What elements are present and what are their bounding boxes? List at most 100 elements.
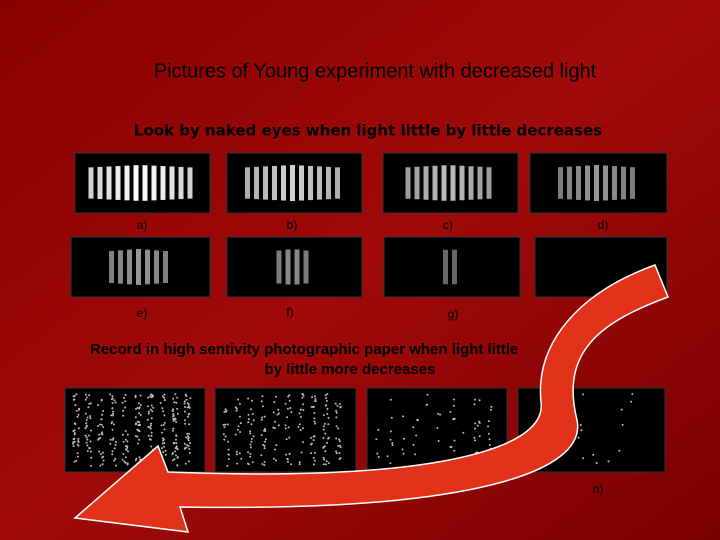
photon [264, 430, 267, 432]
photon [162, 451, 165, 454]
photon [618, 449, 621, 452]
photon [426, 393, 429, 396]
photon [260, 454, 263, 457]
fringe [423, 166, 429, 200]
photon [325, 399, 328, 402]
photon [297, 426, 300, 428]
photon [176, 412, 179, 415]
photon [389, 438, 392, 441]
photon [247, 418, 250, 421]
photon [478, 435, 481, 438]
photon [175, 442, 178, 445]
photon [176, 464, 179, 467]
photon [437, 440, 440, 442]
photon [147, 410, 150, 413]
photon [188, 406, 191, 409]
photon [290, 463, 293, 466]
photon [86, 450, 89, 452]
photon [86, 444, 89, 447]
photon [226, 465, 229, 467]
photon [173, 417, 176, 420]
fringe [612, 166, 617, 200]
photon [414, 453, 416, 456]
photon [286, 416, 289, 419]
photon [187, 403, 190, 406]
photon [247, 463, 250, 466]
photon [251, 413, 254, 415]
photon [227, 453, 230, 456]
photon [235, 453, 238, 456]
photon [122, 440, 125, 443]
photon [113, 447, 116, 450]
photon [239, 431, 242, 433]
photon [390, 416, 393, 419]
photon [114, 444, 117, 446]
photon [312, 463, 315, 466]
photon [122, 453, 125, 455]
photon [223, 426, 226, 429]
photon [184, 422, 187, 425]
photon [488, 444, 491, 446]
photon [338, 438, 341, 441]
photon [134, 416, 137, 419]
fringe [97, 166, 103, 200]
photon [261, 395, 264, 398]
photon [326, 407, 329, 410]
photon [322, 463, 325, 466]
photon [124, 456, 127, 459]
photon [113, 399, 116, 402]
photon [490, 405, 493, 408]
photon [324, 394, 327, 397]
photon [89, 415, 91, 418]
photon [263, 444, 266, 447]
photon [452, 398, 455, 401]
photon [290, 411, 293, 414]
photon [184, 393, 187, 396]
photon [474, 427, 476, 430]
fringe [145, 249, 150, 285]
photon [323, 458, 326, 461]
photon [284, 424, 287, 427]
photon [439, 413, 442, 416]
photon [163, 421, 166, 424]
photon [473, 403, 476, 406]
photon [164, 453, 167, 456]
photon [251, 461, 254, 464]
photon [188, 452, 191, 454]
photon [250, 437, 253, 440]
photon [163, 428, 166, 431]
photon [250, 440, 253, 443]
photon [98, 433, 101, 436]
photon [139, 394, 142, 397]
photon [249, 430, 252, 433]
fringe [187, 167, 193, 199]
photon [285, 453, 287, 456]
panel-label: b) [287, 218, 298, 232]
photon [100, 398, 103, 401]
photon [314, 400, 317, 403]
photon [260, 418, 263, 421]
photon [314, 395, 317, 398]
photon [285, 438, 288, 441]
photon [247, 413, 250, 416]
photon [183, 402, 186, 405]
photon [263, 447, 266, 450]
photon [75, 393, 78, 396]
photon [187, 439, 190, 442]
photon [275, 444, 278, 447]
photon [275, 395, 277, 398]
photon [223, 410, 226, 413]
photon [300, 416, 302, 418]
photon [76, 452, 79, 455]
photon [115, 464, 118, 467]
photon [262, 443, 265, 446]
photon [84, 398, 87, 401]
fringe [160, 166, 166, 200]
photon [123, 460, 126, 463]
photon [100, 418, 103, 421]
photon [453, 439, 456, 442]
photon [97, 438, 100, 441]
photon [298, 423, 301, 426]
photon [462, 431, 465, 434]
fringe [576, 166, 581, 200]
